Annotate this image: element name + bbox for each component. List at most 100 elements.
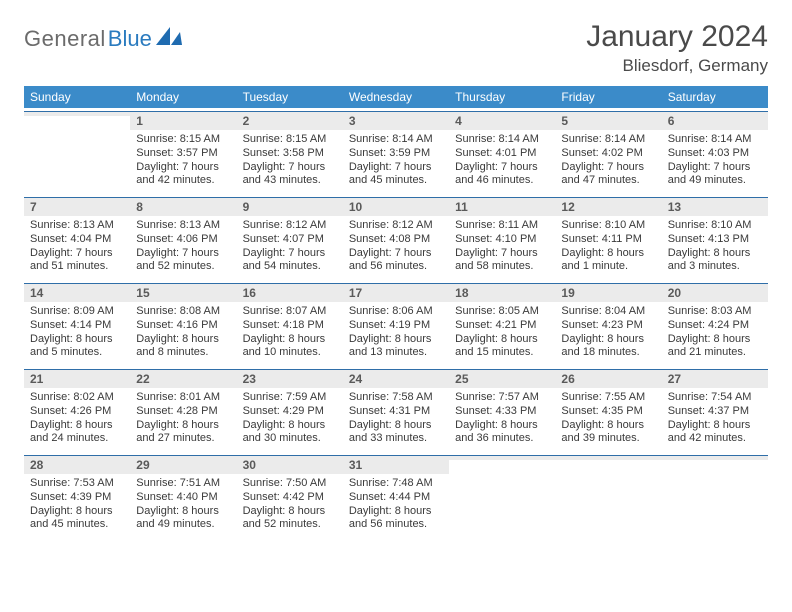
- daylight-text: Daylight: 8 hours and 27 minutes.: [136, 419, 230, 447]
- weekday-thursday: Thursday: [449, 86, 555, 108]
- sunrise-text: Sunrise: 7:53 AM: [30, 477, 124, 491]
- day-number: 9: [243, 200, 337, 214]
- day-info: Sunrise: 8:03 AMSunset: 4:24 PMDaylight:…: [668, 305, 762, 360]
- calendar-cell: 13Sunrise: 8:10 AMSunset: 4:13 PMDayligh…: [662, 194, 768, 280]
- calendar-cell: [449, 452, 555, 538]
- sunrise-text: Sunrise: 7:48 AM: [349, 477, 443, 491]
- day-info: Sunrise: 8:12 AMSunset: 4:07 PMDaylight:…: [243, 219, 337, 274]
- calendar-cell: 25 Sunrise: 7:57 AMSunset: 4:33 PMDayligh…: [449, 366, 555, 452]
- calendar-cell: 15Sunrise: 8:08 AMSunset: 4:16 PMDayligh…: [130, 280, 236, 366]
- sunrise-text: Sunrise: 7:51 AM: [136, 477, 230, 491]
- daynum-bar: 7: [24, 197, 130, 216]
- day-number: 18: [455, 286, 549, 300]
- sunrise-text: Sunrise: 8:02 AM: [30, 391, 124, 405]
- daynum-bar: 15: [130, 283, 236, 302]
- weeks-container: 1Sunrise: 8:15 AMSunset: 3:57 PMDaylight…: [24, 108, 768, 538]
- sunset-text: Sunset: 4:39 PM: [30, 491, 124, 505]
- sunrise-text: Sunrise: 7:57 AM: [455, 391, 549, 405]
- daynum-bar: 31: [343, 455, 449, 474]
- sunrise-text: Sunrise: 8:01 AM: [136, 391, 230, 405]
- daynum-bar: 2: [237, 111, 343, 130]
- daynum-bar: 11: [449, 197, 555, 216]
- sunset-text: Sunset: 4:23 PM: [561, 319, 655, 333]
- day-info: Sunrise: 8:06 AMSunset: 4:19 PMDaylight:…: [349, 305, 443, 360]
- daylight-text: Daylight: 7 hours and 54 minutes.: [243, 247, 337, 275]
- daylight-text: Daylight: 7 hours and 42 minutes.: [136, 161, 230, 189]
- sunrise-text: Sunrise: 7:55 AM: [561, 391, 655, 405]
- sunset-text: Sunset: 4:18 PM: [243, 319, 337, 333]
- sunrise-text: Sunrise: 8:04 AM: [561, 305, 655, 319]
- daynum-bar: 10: [343, 197, 449, 216]
- sunrise-text: Sunrise: 8:07 AM: [243, 305, 337, 319]
- sunset-text: Sunset: 4:08 PM: [349, 233, 443, 247]
- sunset-text: Sunset: 4:35 PM: [561, 405, 655, 419]
- page-header: GeneralBlue January 2024 Bliesdorf, Germ…: [24, 20, 768, 76]
- day-info: Sunrise: 8:10 AMSunset: 4:13 PMDaylight:…: [668, 219, 762, 274]
- day-number: 4: [455, 114, 549, 128]
- calendar-cell: 21Sunrise: 8:02 AMSunset: 4:26 PMDayligh…: [24, 366, 130, 452]
- weekday-wednesday: Wednesday: [343, 86, 449, 108]
- sunset-text: Sunset: 4:14 PM: [30, 319, 124, 333]
- title-block: January 2024 Bliesdorf, Germany: [586, 20, 768, 76]
- daylight-text: Daylight: 8 hours and 3 minutes.: [668, 247, 762, 275]
- daylight-text: Daylight: 7 hours and 43 minutes.: [243, 161, 337, 189]
- day-number: 8: [136, 200, 230, 214]
- daynum-bar: 29: [130, 455, 236, 474]
- day-number: 3: [349, 114, 443, 128]
- day-number: 5: [561, 114, 655, 128]
- sunset-text: Sunset: 4:16 PM: [136, 319, 230, 333]
- weekday-sunday: Sunday: [24, 86, 130, 108]
- day-info: Sunrise: 8:05 AMSunset: 4:21 PMDaylight:…: [455, 305, 549, 360]
- sunset-text: Sunset: 4:07 PM: [243, 233, 337, 247]
- sunset-text: Sunset: 4:21 PM: [455, 319, 549, 333]
- daynum-bar: 23: [237, 369, 343, 388]
- day-number: 17: [349, 286, 443, 300]
- day-number: 14: [30, 286, 124, 300]
- day-info: Sunrise: 8:15 AMSunset: 3:57 PMDaylight:…: [136, 133, 230, 188]
- sunrise-text: Sunrise: 8:03 AM: [668, 305, 762, 319]
- calendar-cell: 18 Sunrise: 8:05 AMSunset: 4:21 PMDayligh…: [449, 280, 555, 366]
- daynum-bar: 20: [662, 283, 768, 302]
- daynum-bar: 30: [237, 455, 343, 474]
- sunset-text: Sunset: 4:01 PM: [455, 147, 549, 161]
- sunset-text: Sunset: 4:31 PM: [349, 405, 443, 419]
- calendar-cell: 22Sunrise: 8:01 AMSunset: 4:28 PMDayligh…: [130, 366, 236, 452]
- sunrise-text: Sunrise: 8:12 AM: [243, 219, 337, 233]
- calendar-cell: 4 Sunrise: 8:14 AMSunset: 4:01 PMDaylight…: [449, 108, 555, 194]
- daynum-bar: 25: [449, 369, 555, 388]
- day-number: 26: [561, 372, 655, 386]
- calendar-cell: 27Sunrise: 7:54 AMSunset: 4:37 PMDayligh…: [662, 366, 768, 452]
- calendar-cell: 6Sunrise: 8:14 AMSunset: 4:03 PMDaylight…: [662, 108, 768, 194]
- sunrise-text: Sunrise: 8:13 AM: [136, 219, 230, 233]
- daylight-text: Daylight: 8 hours and 24 minutes.: [30, 419, 124, 447]
- sunset-text: Sunset: 4:44 PM: [349, 491, 443, 505]
- daynum-bar: [555, 455, 661, 460]
- location: Bliesdorf, Germany: [586, 56, 768, 76]
- sunrise-text: Sunrise: 8:14 AM: [668, 133, 762, 147]
- calendar-cell: 17 Sunrise: 8:06 AMSunset: 4:19 PMDayligh…: [343, 280, 449, 366]
- daylight-text: Daylight: 7 hours and 46 minutes.: [455, 161, 549, 189]
- calendar-cell: 19Sunrise: 8:04 AMSunset: 4:23 PMDayligh…: [555, 280, 661, 366]
- day-info: Sunrise: 8:11 AMSunset: 4:10 PMDaylight:…: [455, 219, 549, 274]
- daylight-text: Daylight: 7 hours and 45 minutes.: [349, 161, 443, 189]
- sunrise-text: Sunrise: 8:14 AM: [561, 133, 655, 147]
- calendar-page: GeneralBlue January 2024 Bliesdorf, Germ…: [0, 0, 792, 538]
- weekday-friday: Friday: [555, 86, 661, 108]
- daynum-bar: 26: [555, 369, 661, 388]
- day-info: Sunrise: 8:07 AMSunset: 4:18 PMDaylight:…: [243, 305, 337, 360]
- sunrise-text: Sunrise: 8:14 AM: [455, 133, 549, 147]
- day-info: Sunrise: 8:14 AMSunset: 3:59 PMDaylight:…: [349, 133, 443, 188]
- sunset-text: Sunset: 4:28 PM: [136, 405, 230, 419]
- day-info: Sunrise: 8:02 AMSunset: 4:26 PMDaylight:…: [30, 391, 124, 446]
- sunset-text: Sunset: 4:04 PM: [30, 233, 124, 247]
- daylight-text: Daylight: 7 hours and 56 minutes.: [349, 247, 443, 275]
- day-info: Sunrise: 8:01 AMSunset: 4:28 PMDaylight:…: [136, 391, 230, 446]
- calendar-cell: 2Sunrise: 8:15 AMSunset: 3:58 PMDaylight…: [237, 108, 343, 194]
- daynum-bar: 19: [555, 283, 661, 302]
- day-info: Sunrise: 7:48 AMSunset: 4:44 PMDaylight:…: [349, 477, 443, 532]
- daynum-bar: [662, 455, 768, 460]
- daynum-bar: 27: [662, 369, 768, 388]
- day-info: Sunrise: 7:57 AMSunset: 4:33 PMDaylight:…: [455, 391, 549, 446]
- day-info: Sunrise: 8:12 AMSunset: 4:08 PMDaylight:…: [349, 219, 443, 274]
- calendar-cell: 23Sunrise: 7:59 AMSunset: 4:29 PMDayligh…: [237, 366, 343, 452]
